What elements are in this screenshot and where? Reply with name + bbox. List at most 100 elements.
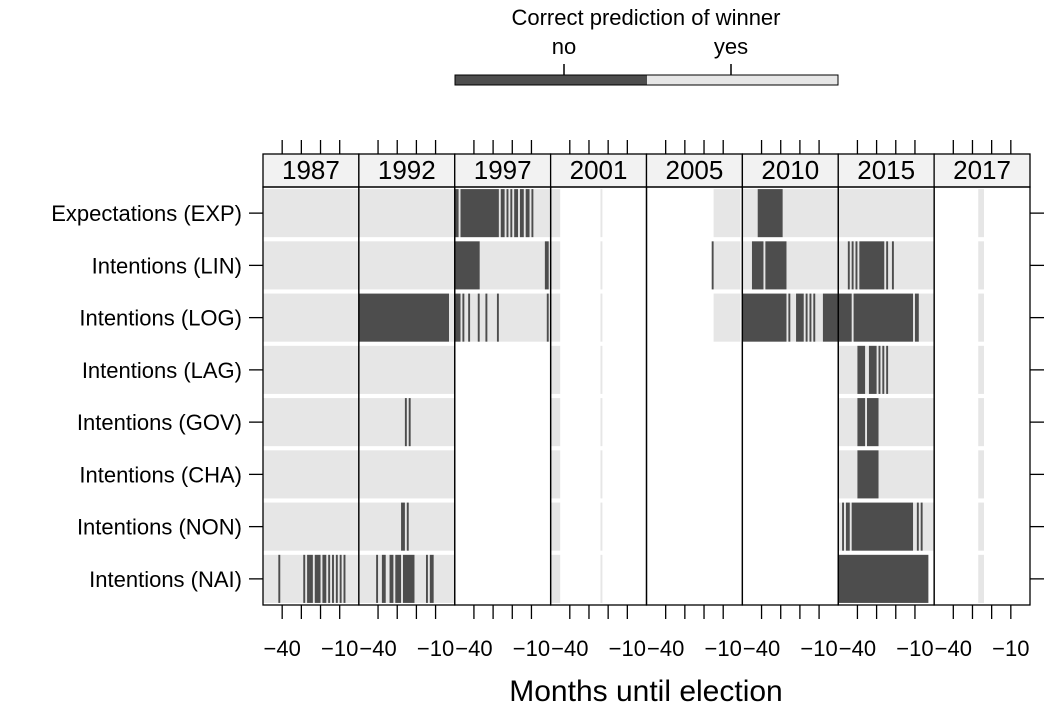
cell-yes <box>263 189 359 238</box>
legend-title: Correct prediction of winner <box>511 5 780 30</box>
cell-no <box>314 554 321 603</box>
cell-yes <box>600 554 603 603</box>
cell-no <box>468 293 471 342</box>
y-tick-label: Intentions (GOV) <box>77 410 242 435</box>
cell-no <box>454 293 461 342</box>
cell-no <box>878 345 881 394</box>
x-tick-label: −10 <box>609 636 646 661</box>
cell-no <box>500 189 505 238</box>
cell-no <box>454 189 459 238</box>
x-tick-label: −40 <box>647 636 684 661</box>
panel-year-label: 2001 <box>570 155 628 185</box>
cell-no <box>335 554 338 603</box>
cell-no <box>332 554 334 603</box>
cell-no <box>882 345 885 394</box>
y-tick-label: Intentions (LIN) <box>92 253 242 278</box>
panel-frame <box>933 186 1031 606</box>
x-tick-label: −40 <box>839 636 876 661</box>
cell-no <box>402 554 415 603</box>
panel-strip <box>454 153 552 188</box>
legend-label-yes: yes <box>714 34 748 59</box>
y-tick-label: Intentions (LOG) <box>79 306 242 331</box>
cell-no <box>404 398 407 447</box>
cell-yes <box>978 398 984 447</box>
cell-no <box>429 554 434 603</box>
cell-yes <box>263 241 359 290</box>
cell-no <box>477 293 480 342</box>
cell-no <box>855 241 858 290</box>
cell-no <box>519 189 524 238</box>
cell-no <box>485 293 488 342</box>
cell-no <box>788 293 791 342</box>
cell-no <box>531 189 534 238</box>
cell-yes <box>713 293 741 342</box>
cell-yes <box>263 293 359 342</box>
cell-no <box>853 293 914 342</box>
x-axis: −40 −10 −40 −10 −40 −10 −40 −10 −40 −10 −40 −10 −40−… <box>264 140 1029 661</box>
cell-yes <box>742 189 839 238</box>
cell-yes <box>600 241 603 290</box>
cell-yes <box>358 345 455 394</box>
cell-no <box>805 293 808 342</box>
x-tick-label: −40 <box>935 636 972 661</box>
cell-no <box>847 241 850 290</box>
cell-no <box>462 293 465 342</box>
cell-yes <box>263 502 359 551</box>
x-tick-label: −10 <box>705 636 742 661</box>
cell-no <box>916 502 919 551</box>
cell-yes <box>978 241 984 290</box>
cell-no <box>859 241 885 290</box>
cell-no <box>309 554 313 603</box>
cell-no <box>328 554 331 603</box>
y-tick-label: Expectations (EXP) <box>51 201 242 226</box>
cell-no <box>842 502 845 551</box>
cell-no <box>857 398 866 447</box>
legend-frame <box>454 74 839 86</box>
cell-yes <box>550 241 561 290</box>
cell-no <box>809 293 812 342</box>
cell-yes <box>600 345 603 394</box>
cell-no <box>711 241 714 290</box>
cell-no <box>742 293 787 342</box>
cell-no <box>838 554 929 603</box>
cell-no <box>886 241 889 290</box>
cell-no <box>546 293 549 342</box>
cell-no <box>510 189 513 238</box>
cell-yes <box>550 189 561 238</box>
x-tick-label: −40 <box>455 636 492 661</box>
cell-yes <box>550 293 561 342</box>
cell-yes <box>600 450 603 499</box>
x-tick-label: −10 <box>321 636 358 661</box>
panel-strip <box>262 153 360 188</box>
panel-frame <box>549 186 648 606</box>
cell-yes <box>263 345 359 394</box>
cell-yes <box>978 293 984 342</box>
cell-no <box>857 345 866 394</box>
panel-year-label: 2015 <box>857 155 915 185</box>
cell-no <box>914 293 919 342</box>
cell-no <box>460 189 499 238</box>
cell-no <box>886 345 889 394</box>
cell-no <box>751 241 764 290</box>
cell-yes <box>978 189 984 238</box>
cell-no <box>278 554 281 603</box>
cell-yes <box>600 189 603 238</box>
cell-yes <box>838 398 935 447</box>
x-tick-label: −10 <box>513 636 550 661</box>
cell-no <box>322 554 327 603</box>
cell-yes <box>263 450 359 499</box>
cell-no <box>868 345 877 394</box>
panel-frames <box>262 186 1031 606</box>
cell-yes <box>978 450 984 499</box>
cell-yes <box>550 450 561 499</box>
cell-no <box>822 293 839 342</box>
legend-swatch-yes <box>647 75 838 85</box>
cell-yes <box>600 293 603 342</box>
x-tick-label: −10 <box>800 636 837 661</box>
x-tick-label: −10 <box>896 636 933 661</box>
x-tick-label: −40 <box>743 636 780 661</box>
panel-year-label: 1997 <box>474 155 532 185</box>
cell-no <box>376 554 379 603</box>
cell-no <box>339 554 342 603</box>
cell-yes <box>838 189 935 238</box>
